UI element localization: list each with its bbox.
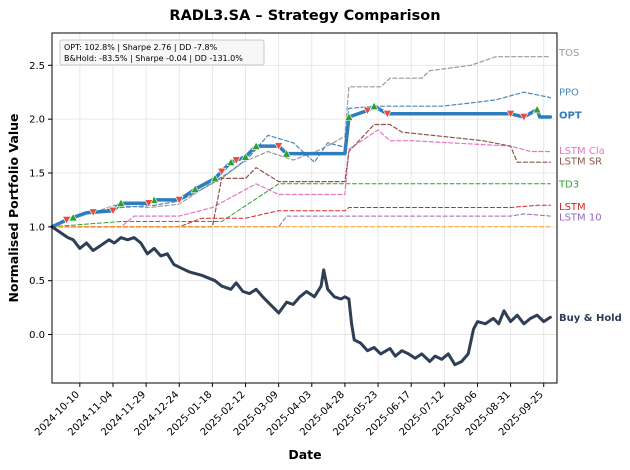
- annotation-line-opt: OPT: 102.8% | Sharpe 2.76 | DD -7.8%: [64, 43, 218, 52]
- buy-marker: [210, 173, 220, 183]
- sell-marker: [506, 109, 516, 119]
- x-axis-label: Date: [288, 447, 321, 462]
- stats-annotation: OPT: 102.8% | Sharpe 2.76 | DD -7.8% B&H…: [59, 39, 265, 66]
- series-line-buy-hold: [50, 225, 552, 367]
- series-line-lstm: [51, 204, 551, 228]
- buy-marker: [344, 112, 354, 121]
- y-axis: 0.0 0.5 1.0 1.5 2.0 2.5: [29, 61, 52, 341]
- sell-marker: [88, 208, 98, 217]
- series-line-lstm-cla: [51, 129, 552, 228]
- y-tick-label: 2.5: [29, 61, 45, 72]
- annotation-line-bhold: B&Hold: -83.5% | Sharpe -0.04 | DD -131.…: [64, 54, 243, 63]
- buy-marker: [369, 101, 379, 111]
- buy-marker: [68, 212, 78, 222]
- sell-marker: [174, 196, 184, 205]
- buy-marker: [282, 148, 292, 158]
- end-label: LSTM: [559, 202, 586, 213]
- annotation-box: [59, 39, 265, 66]
- buy-marker: [226, 157, 236, 167]
- end-label: TOS: [558, 48, 579, 59]
- series-lines: [50, 56, 553, 367]
- x-axis: 2024-10-102024-11-042024-11-292024-12-24…: [33, 383, 546, 438]
- series-line-opt: [50, 104, 553, 229]
- series-line-lstm-10: [51, 213, 551, 228]
- y-tick-label: 1.0: [29, 222, 45, 233]
- buy-marker: [251, 141, 261, 150]
- trade-markers: [62, 101, 542, 225]
- buy-marker: [116, 198, 126, 207]
- sell-marker: [144, 199, 154, 208]
- y-tick-label: 0.0: [29, 330, 45, 341]
- sell-marker: [362, 106, 372, 116]
- y-tick-label: 1.5: [29, 169, 45, 180]
- end-label: LSTM SR: [559, 157, 602, 168]
- buy-marker: [532, 104, 542, 114]
- y-axis-label: Normalised Portfolio Value: [6, 114, 21, 303]
- y-tick-label: 0.5: [29, 276, 45, 287]
- y-tick-label: 2.0: [29, 115, 45, 126]
- sell-marker: [62, 216, 72, 225]
- end-label: TD3: [558, 179, 579, 190]
- series-line-td3: [51, 183, 551, 228]
- sell-marker: [274, 142, 284, 151]
- buy-marker: [241, 152, 251, 161]
- sell-marker: [519, 113, 529, 122]
- end-label: PPO: [559, 88, 579, 99]
- series-line-lstm-sr: [51, 123, 552, 228]
- sell-marker: [108, 206, 118, 216]
- sell-marker: [382, 109, 392, 119]
- buy-marker: [190, 184, 200, 193]
- chart-title: RADL3.SA – Strategy Comparison: [169, 8, 440, 24]
- end-label: LSTM 10: [559, 213, 602, 224]
- end-label: Buy & Hold: [559, 313, 622, 324]
- plot-frame: [51, 32, 558, 384]
- end-label: LSTM Cla: [559, 146, 605, 157]
- end-label: OPT: [559, 110, 582, 121]
- sell-marker: [217, 167, 227, 177]
- sell-marker: [231, 156, 241, 165]
- series-line-tos: [51, 56, 552, 228]
